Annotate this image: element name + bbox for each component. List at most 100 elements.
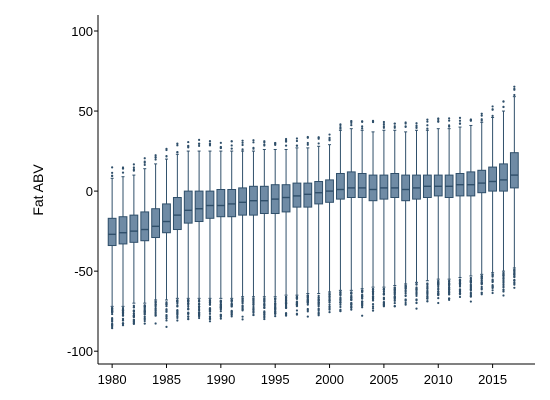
outlier-point — [371, 297, 375, 300]
box-iqr — [205, 190, 215, 219]
outlier-point — [219, 301, 222, 304]
box-iqr — [466, 171, 476, 197]
outlier-point — [448, 280, 451, 283]
outlier-point — [143, 157, 146, 160]
outlier-point — [263, 143, 266, 146]
box-1983 — [140, 157, 150, 325]
outlier-point — [382, 304, 385, 307]
outlier-point — [371, 292, 375, 295]
outlier-point — [371, 307, 375, 310]
outlier-point — [111, 325, 114, 328]
outlier-point — [252, 310, 255, 313]
box-1994 — [259, 140, 269, 321]
box-iqr — [477, 169, 487, 194]
outlier-point — [176, 319, 179, 322]
outliers-2011 — [448, 117, 451, 301]
outlier-point — [208, 306, 212, 310]
outlier-point — [317, 303, 320, 306]
outliers-2004 — [371, 119, 375, 312]
outlier-point — [437, 287, 440, 290]
outlier-point — [306, 303, 309, 306]
outlier-point — [132, 318, 135, 321]
outlier-point — [469, 286, 472, 289]
outlier-point — [339, 296, 342, 299]
outlier-point — [187, 312, 190, 316]
outlier-point — [513, 276, 516, 279]
outlier-point — [317, 296, 320, 299]
outlier-point — [111, 166, 114, 169]
outlier-point — [252, 139, 255, 142]
outlier-point — [513, 273, 516, 276]
box-1980 — [107, 166, 117, 330]
outlier-point — [165, 325, 168, 328]
outliers-1991 — [230, 140, 233, 318]
outlier-point — [382, 300, 385, 304]
box-iqr — [357, 172, 367, 199]
outlier-point — [393, 122, 396, 125]
outlier-point — [143, 307, 146, 310]
outlier-point — [208, 142, 212, 145]
outlier-point — [274, 142, 277, 146]
outlier-point — [230, 140, 233, 143]
x-tick-label: 1980 — [98, 372, 127, 387]
outlier-point — [448, 284, 451, 287]
outliers-1994 — [263, 140, 266, 321]
outlier-point — [154, 313, 157, 316]
box-1999 — [314, 136, 324, 317]
outlier-point — [263, 317, 266, 321]
outlier-point — [448, 293, 451, 296]
outlier-point — [437, 290, 440, 293]
outliers-1989 — [208, 140, 212, 323]
outlier-point — [469, 119, 472, 122]
outliers-1990 — [219, 141, 222, 320]
outlier-point — [263, 313, 266, 317]
outlier-point — [426, 300, 429, 303]
outlier-point — [404, 125, 407, 129]
outlier-point — [469, 291, 472, 294]
box-iqr — [488, 166, 498, 192]
box-iqr — [390, 172, 400, 199]
outlier-point — [339, 301, 342, 304]
outlier-point — [111, 310, 114, 313]
outliers-1987 — [187, 140, 190, 321]
outlier-point — [154, 305, 157, 308]
outlier-point — [350, 306, 353, 309]
box-2004 — [368, 119, 378, 312]
outlier-point — [458, 122, 462, 125]
outlier-point — [415, 283, 418, 286]
outlier-point — [317, 311, 320, 314]
outliers-2010 — [437, 117, 440, 305]
box-iqr — [433, 174, 443, 197]
outlier-point — [502, 277, 505, 281]
outlier-point — [469, 279, 472, 283]
outlier-point — [208, 309, 212, 312]
outliers-1998 — [306, 135, 309, 318]
box-iqr — [238, 187, 247, 216]
outlier-point — [274, 304, 277, 307]
outlier-point — [339, 123, 342, 127]
outlier-point — [458, 279, 462, 282]
outlier-point — [154, 322, 157, 325]
outlier-point — [284, 144, 288, 147]
outlier-point — [230, 310, 233, 314]
outlier-point — [502, 283, 505, 286]
outlier-point — [176, 144, 179, 147]
outlier-point — [404, 301, 407, 305]
outliers-2001 — [339, 123, 342, 313]
box-1988 — [194, 138, 204, 320]
outliers-1984 — [154, 154, 157, 325]
outlier-point — [339, 298, 342, 301]
outliers-2002 — [350, 119, 353, 311]
outlier-point — [458, 292, 462, 295]
outlier-point — [187, 140, 190, 144]
x-tick-label: 2015 — [478, 372, 507, 387]
outlier-point — [480, 275, 483, 278]
box-iqr — [401, 174, 411, 202]
box-iqr — [379, 174, 389, 200]
outlier-point — [132, 320, 135, 323]
outlier-point — [404, 287, 407, 290]
outlier-point — [502, 275, 505, 279]
box-1989 — [205, 140, 215, 323]
outlier-point — [241, 300, 244, 303]
